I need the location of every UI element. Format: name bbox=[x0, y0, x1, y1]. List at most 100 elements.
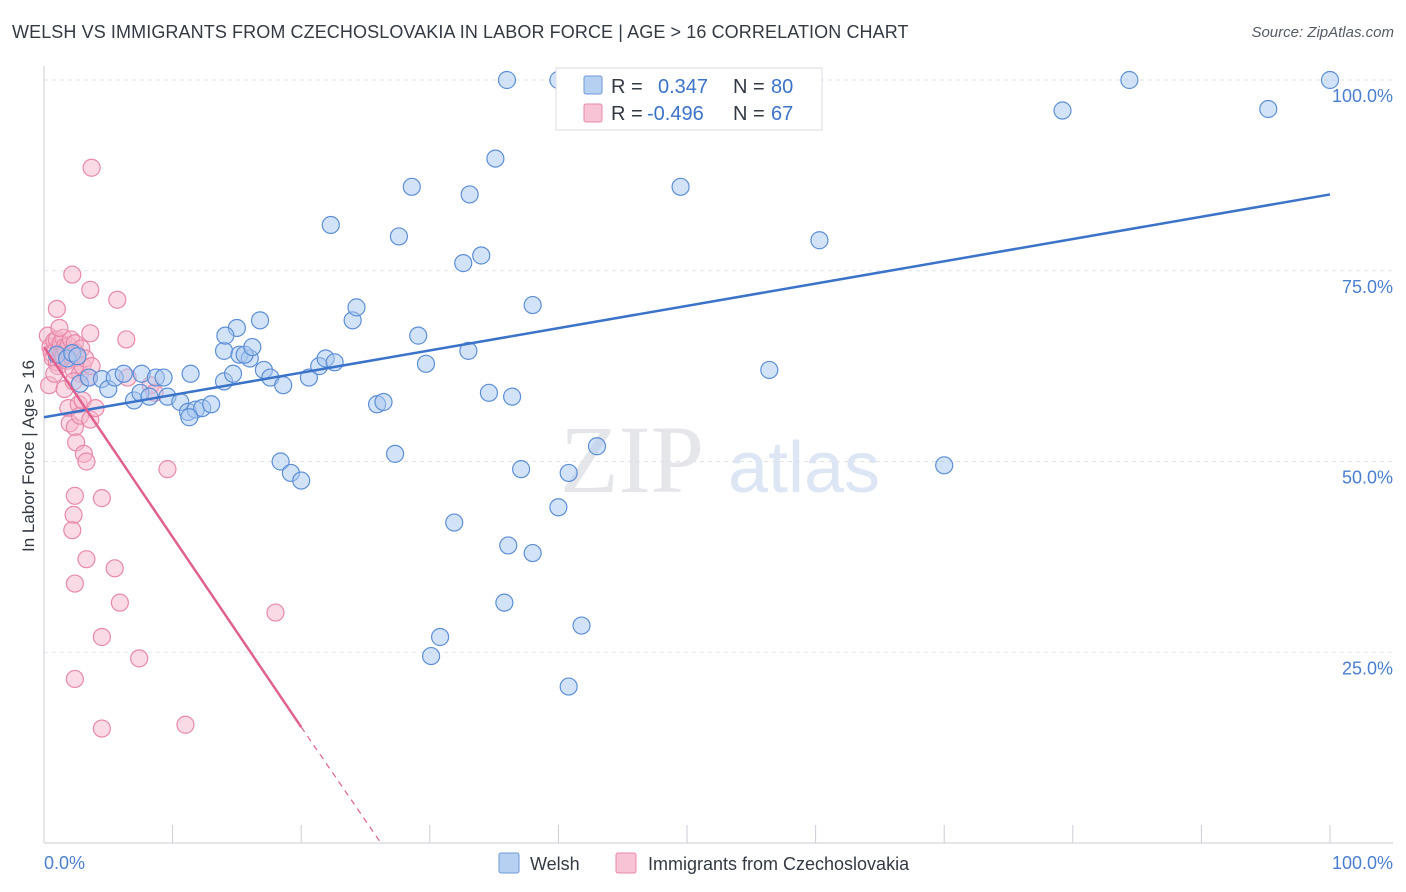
czechoslovakia-points bbox=[38, 158, 285, 738]
czechoslovakia-point bbox=[47, 299, 66, 318]
welsh-point bbox=[559, 677, 578, 696]
legend-swatch-welsh bbox=[583, 75, 603, 95]
czechoslovakia-point bbox=[92, 489, 111, 508]
welsh-point bbox=[460, 185, 479, 204]
welsh-point bbox=[587, 437, 607, 456]
welsh-point bbox=[321, 215, 340, 235]
welsh-point bbox=[486, 149, 505, 168]
welsh-point bbox=[549, 498, 568, 517]
y-tick-label: 75.0% bbox=[1342, 277, 1393, 297]
welsh-point bbox=[271, 452, 290, 471]
chart-title: WELSH VS IMMIGRANTS FROM CZECHOSLOVAKIA … bbox=[12, 22, 909, 42]
czechoslovakia-point bbox=[81, 324, 100, 343]
legend-r-label-welsh: R = bbox=[611, 76, 643, 98]
legend-n-value-welsh: 80 bbox=[771, 76, 793, 98]
legend-n-label-czechoslovakia: N = bbox=[733, 103, 765, 125]
welsh-point bbox=[274, 376, 293, 395]
welsh-point bbox=[760, 360, 779, 380]
x-tick-label-max: 100.0% bbox=[1332, 853, 1393, 873]
welsh-point bbox=[572, 616, 591, 635]
czechoslovakia-point bbox=[92, 627, 111, 647]
welsh-point bbox=[180, 408, 199, 427]
axes bbox=[43, 66, 1393, 844]
y-tick-label: 100.0% bbox=[1332, 86, 1393, 106]
welsh-point bbox=[243, 337, 262, 357]
welsh-point bbox=[495, 593, 514, 612]
welsh-point bbox=[202, 395, 221, 414]
welsh-point bbox=[472, 246, 491, 265]
czechoslovakia-point bbox=[117, 330, 136, 349]
czechoslovakia-trend-extension bbox=[300, 726, 382, 844]
welsh-point bbox=[497, 70, 517, 90]
czechoslovakia-point bbox=[82, 158, 101, 177]
watermark-atlas: atlas bbox=[728, 428, 880, 508]
legend-n-value-czechoslovakia: 67 bbox=[771, 103, 793, 125]
legend-r-value-czechoslovakia: -0.496 bbox=[647, 103, 704, 125]
source-credit: Source: ZipAtlas.com bbox=[1251, 24, 1394, 41]
welsh-point bbox=[523, 295, 542, 315]
welsh-point bbox=[402, 177, 421, 196]
czechoslovakia-point bbox=[158, 460, 177, 479]
czechoslovakia-point bbox=[77, 452, 96, 471]
welsh-point bbox=[671, 177, 690, 196]
watermark-zip: ZIP bbox=[560, 406, 704, 513]
czechoslovakia-point bbox=[81, 280, 100, 299]
welsh-point bbox=[374, 392, 393, 412]
welsh-point bbox=[409, 326, 428, 345]
welsh-point bbox=[223, 364, 243, 383]
welsh-point bbox=[1320, 70, 1340, 90]
legend-r-value-welsh: 0.347 bbox=[658, 76, 708, 98]
czechoslovakia-point bbox=[176, 715, 195, 734]
welsh-point bbox=[523, 543, 542, 563]
bottom-legend-label-welsh: Welsh bbox=[530, 854, 580, 874]
welsh-point bbox=[385, 444, 405, 463]
welsh-point bbox=[389, 227, 409, 246]
trend-lines bbox=[42, 193, 1331, 844]
welsh-point bbox=[935, 456, 954, 475]
czechoslovakia-point bbox=[63, 521, 82, 540]
bottom-legend: Welsh Immigrants from Czechoslovakia bbox=[498, 852, 910, 874]
welsh-point bbox=[1120, 70, 1139, 90]
welsh-point bbox=[454, 254, 473, 273]
welsh-point bbox=[1259, 99, 1278, 119]
welsh-point bbox=[503, 387, 522, 406]
welsh-point bbox=[499, 536, 518, 555]
welsh-point bbox=[1053, 101, 1072, 120]
legend-swatch-czechoslovakia bbox=[583, 103, 603, 123]
legend-box: R = 0.347 N = 80 R = -0.496 N = 67 bbox=[555, 67, 823, 131]
welsh-trend-line bbox=[43, 193, 1331, 419]
czechoslovakia-point bbox=[65, 486, 84, 505]
welsh-point bbox=[154, 368, 173, 387]
czechoslovakia-point bbox=[64, 505, 83, 525]
tick-labels: 25.0% 50.0% 75.0% 100.0% bbox=[1332, 86, 1393, 678]
welsh-point bbox=[347, 298, 366, 317]
czechoslovakia-point bbox=[63, 265, 82, 284]
bottom-legend-swatch-czechoslovakia bbox=[615, 852, 637, 874]
czechoslovakia-trend-line bbox=[42, 346, 303, 728]
bottom-legend-label-czechoslovakia: Immigrants from Czechoslovakia bbox=[648, 854, 910, 874]
welsh-point bbox=[416, 354, 436, 373]
czechoslovakia-point bbox=[266, 603, 285, 622]
czechoslovakia-point bbox=[110, 593, 129, 612]
y-tick-label: 25.0% bbox=[1342, 658, 1393, 678]
welsh-point bbox=[459, 341, 478, 360]
y-tick-label: 50.0% bbox=[1342, 468, 1393, 488]
welsh-point bbox=[114, 364, 133, 383]
welsh-point bbox=[445, 513, 464, 532]
czechoslovakia-point bbox=[105, 559, 124, 578]
legend-n-label-welsh: N = bbox=[733, 76, 765, 98]
czechoslovakia-point bbox=[65, 574, 84, 593]
welsh-point bbox=[214, 341, 234, 360]
welsh-point bbox=[512, 460, 531, 479]
welsh-point bbox=[250, 311, 270, 330]
welsh-point bbox=[421, 646, 441, 666]
welsh-point bbox=[479, 383, 499, 402]
czechoslovakia-point bbox=[45, 364, 64, 383]
y-axis-title: In Labor Force | Age > 16 bbox=[19, 360, 38, 552]
czechoslovakia-point bbox=[65, 669, 84, 689]
welsh-point bbox=[140, 387, 159, 406]
welsh-point bbox=[216, 326, 235, 345]
welsh-point bbox=[430, 627, 450, 647]
welsh-point bbox=[810, 231, 829, 250]
